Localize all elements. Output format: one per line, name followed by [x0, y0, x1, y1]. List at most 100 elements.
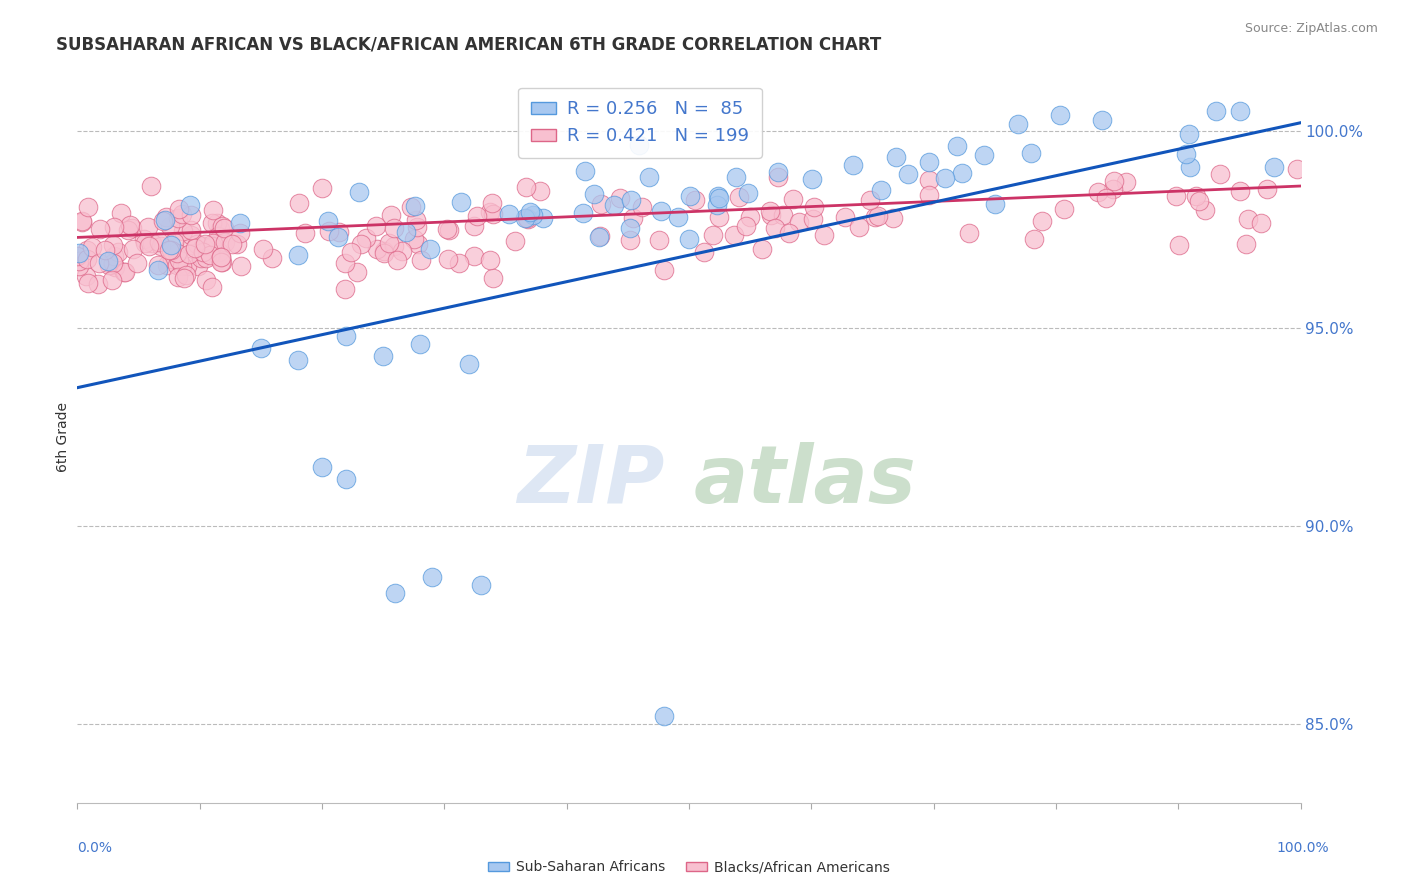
Point [226, 236, 249, 251]
Point [884, 150, 907, 164]
Point [447, 256, 470, 270]
Point [1205, 103, 1227, 118]
Point [229, 260, 252, 274]
Text: SUBSAHARAN AFRICAN VS BLACK/AFRICAN AMERICAN 6TH GRADE CORRELATION CHART: SUBSAHARAN AFRICAN VS BLACK/AFRICAN AMER… [56, 36, 882, 54]
Point [77, 276, 100, 290]
Point [588, 230, 610, 244]
Point [409, 337, 432, 351]
Point [652, 263, 675, 277]
Point [155, 210, 177, 224]
Point [1095, 191, 1118, 205]
Point [589, 196, 612, 211]
Point [1101, 182, 1123, 196]
Point [335, 255, 357, 269]
Point [531, 211, 554, 225]
Point [180, 238, 202, 252]
Point [437, 223, 460, 237]
Point [706, 197, 728, 211]
Point [761, 208, 783, 222]
Point [202, 202, 225, 217]
Point [77, 200, 100, 214]
Point [1091, 113, 1114, 128]
Point [738, 210, 761, 224]
Point [209, 255, 232, 269]
Point [959, 226, 981, 240]
Point [340, 244, 363, 259]
Point [1250, 216, 1272, 230]
Point [186, 236, 208, 251]
Point [1229, 184, 1251, 198]
Point [1185, 189, 1208, 203]
Point [620, 193, 643, 207]
Point [101, 273, 124, 287]
Point [778, 227, 800, 241]
Point [166, 258, 188, 272]
Point [683, 193, 706, 207]
Point [170, 207, 193, 221]
Point [75, 269, 97, 284]
Point [1021, 145, 1043, 160]
Point [759, 203, 782, 218]
Point [1263, 161, 1285, 175]
Point [366, 219, 388, 234]
Point [194, 251, 217, 265]
Point [209, 250, 232, 264]
Legend: Sub-Saharan Africans, Blacks/African Americans: Sub-Saharan Africans, Blacks/African Ame… [482, 855, 896, 880]
Point [382, 239, 405, 253]
Point [139, 178, 162, 193]
Point [202, 236, 225, 251]
Point [194, 237, 217, 252]
Point [638, 169, 661, 184]
Point [66, 249, 89, 263]
Point [138, 239, 160, 253]
Point [136, 219, 159, 234]
Point [1115, 175, 1137, 189]
Text: 0.0%: 0.0% [77, 841, 112, 855]
Point [457, 357, 479, 371]
Point [391, 244, 413, 258]
Point [737, 186, 759, 200]
Point [772, 208, 794, 222]
Y-axis label: 6th Grade: 6th Grade [56, 402, 70, 472]
Point [311, 459, 333, 474]
Point [118, 218, 141, 232]
Point [229, 216, 252, 230]
Point [627, 138, 650, 153]
Point [371, 349, 394, 363]
Point [103, 237, 125, 252]
Point [160, 252, 183, 266]
Point [399, 200, 422, 214]
Point [86, 277, 108, 291]
Point [478, 253, 501, 268]
Point [842, 158, 865, 172]
Point [946, 138, 969, 153]
Point [101, 258, 124, 272]
Point [385, 253, 408, 268]
Point [707, 191, 730, 205]
Point [146, 258, 169, 272]
Point [406, 219, 429, 234]
Point [724, 170, 747, 185]
Point [180, 208, 202, 222]
Point [117, 223, 139, 237]
Point [103, 219, 125, 234]
Point [1178, 128, 1201, 142]
Point [209, 222, 232, 236]
Point [470, 578, 492, 592]
Point [621, 211, 644, 225]
Point [110, 206, 132, 220]
Point [160, 243, 183, 257]
Point [409, 252, 432, 267]
Text: 100.0%: 100.0% [1277, 841, 1329, 855]
Point [191, 244, 214, 259]
Point [631, 201, 654, 215]
Point [98, 258, 121, 272]
Text: atlas: atlas [693, 442, 917, 520]
Point [436, 221, 458, 235]
Point [498, 207, 520, 221]
Point [918, 155, 941, 169]
Point [211, 219, 233, 233]
Point [479, 204, 502, 219]
Point [373, 246, 395, 260]
Point [395, 225, 418, 239]
